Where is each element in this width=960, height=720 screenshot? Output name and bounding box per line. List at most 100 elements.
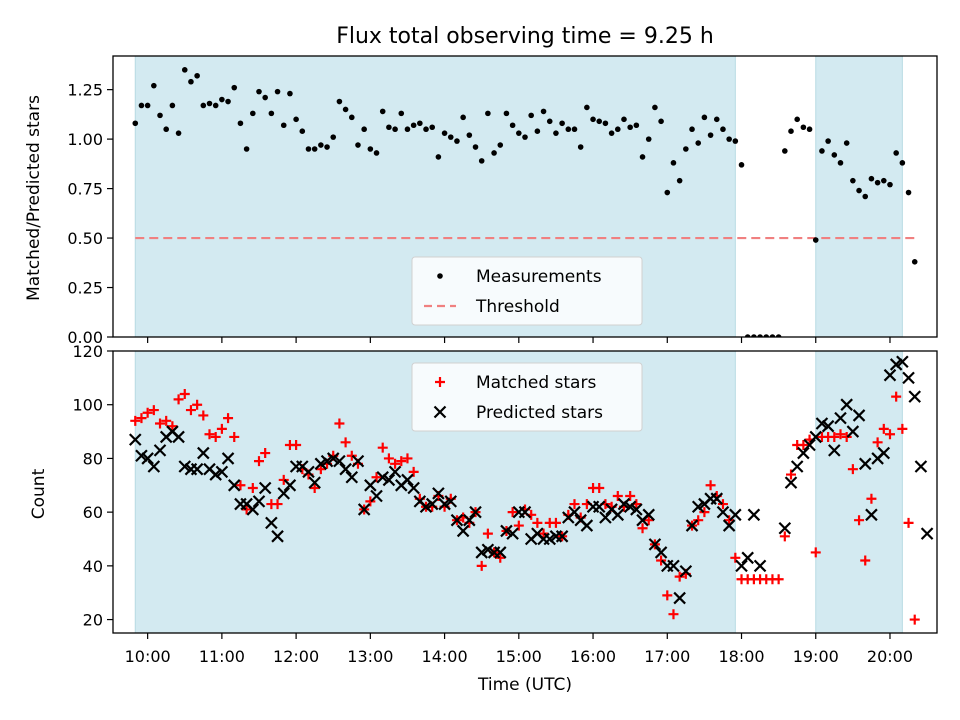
measurements-point (812, 237, 819, 243)
measurements-point (361, 126, 367, 133)
x-tick-label: 20:00 (867, 647, 913, 666)
predicted-stars-point (128, 433, 142, 446)
predicted-stars-point (852, 409, 866, 422)
measurements-point (429, 124, 436, 131)
measurements-point (138, 102, 145, 109)
matched-stars-point (260, 448, 271, 459)
measurements-point (577, 144, 584, 150)
measurements-point (652, 104, 658, 111)
x-tick-label: 15:00 (496, 647, 542, 666)
measurements-point (559, 120, 565, 127)
measurements-point (794, 116, 800, 123)
predicted-stars-point (407, 481, 420, 495)
x-tick-label: 13:00 (347, 647, 393, 666)
predicted-stars-point (673, 591, 686, 605)
matched-stars-point (656, 555, 667, 566)
measurements-point (225, 98, 231, 105)
measurements-point (862, 193, 869, 200)
measurements-point (206, 100, 213, 107)
legend-label: Matched stars (476, 373, 596, 393)
observing-interval-1 (815, 55, 903, 338)
ratio-y-axis-label: Matched/Predicted stars (24, 95, 44, 301)
measurements-point (806, 126, 813, 133)
legend-box (411, 362, 643, 432)
measurements-point (441, 130, 448, 136)
predicted-stars-point (914, 460, 928, 473)
measurements-point (157, 112, 163, 119)
predicted-stars-point (258, 481, 272, 495)
predicted-stars-point (401, 473, 414, 487)
measurements-point (528, 112, 534, 119)
predicted-stars-point (388, 465, 402, 479)
predicted-stars-point (197, 446, 210, 460)
matched-stars-point (507, 507, 518, 518)
matched-stars-point (674, 571, 685, 582)
measurements-point (602, 120, 609, 127)
predicted-stars-point (153, 444, 167, 457)
measurements-point (732, 138, 739, 144)
matched-stars-point (192, 399, 203, 410)
measurements-point (330, 134, 337, 140)
measurements-point (460, 114, 466, 121)
predicted-stars-point (469, 505, 482, 519)
measurements-point (744, 334, 751, 337)
measurements-point (757, 334, 763, 337)
matched-stars-point (872, 437, 883, 448)
predicted-stars-point (221, 452, 235, 465)
measurements-point (188, 78, 194, 85)
measurements-point (769, 334, 776, 337)
x-axis-label: Time (UTC) (477, 675, 572, 695)
measurements-point (293, 116, 299, 123)
matched-stars-point (662, 590, 673, 601)
y-tick-label: 0.00 (67, 328, 103, 347)
measurements-point (509, 122, 516, 129)
measurements-point (212, 102, 219, 109)
predicted-stars-point (277, 487, 291, 500)
predicted-stars-point (425, 497, 439, 511)
y-tick-label: 20 (83, 611, 103, 630)
matched-stars-point (390, 458, 401, 469)
predicted-stars-point (456, 524, 470, 538)
matched-stars-point (841, 431, 852, 442)
predicted-stars-point (382, 473, 396, 487)
measurements-point (738, 162, 745, 168)
y-tick-label: 0.75 (67, 180, 103, 199)
matched-stars-point (878, 423, 889, 434)
predicted-stars-point (747, 508, 761, 522)
legend-box (411, 256, 643, 326)
predicted-stars-point (797, 446, 810, 460)
measurements-legend-marker (437, 273, 443, 279)
measurements-point (627, 124, 633, 131)
x-tick-label: 18:00 (718, 647, 764, 666)
matched-stars-point (495, 552, 506, 563)
measurements-point (280, 122, 287, 129)
matched-stars-point (773, 574, 784, 585)
matched-stars-point (161, 415, 172, 426)
predicted-stars-point (716, 505, 730, 519)
predicted-stars-point (778, 521, 792, 535)
predicted-stars-point (444, 495, 458, 508)
predicted-stars-point (722, 519, 736, 532)
matched-stars-point (835, 429, 846, 440)
predicted-stars-point (568, 505, 581, 519)
chart-title: Flux total observing time = 9.25 h (336, 24, 714, 49)
measurements-point (540, 108, 547, 115)
predicted-stars-point (357, 503, 371, 516)
matched-stars-point (829, 431, 840, 442)
measurements-point (788, 128, 794, 134)
measurements-point (571, 126, 578, 133)
matched-stars-point (538, 528, 549, 539)
measurements-point (546, 118, 553, 125)
x-tick-label: 19:00 (793, 647, 839, 666)
predicted-stars-point (345, 470, 359, 484)
predicted-stars-point (654, 546, 668, 559)
measurements-point (880, 177, 887, 184)
matched-stars-point (891, 391, 902, 402)
count-panel: 20 40 60 80 100 120 10:00 11:00 12:00 13:00 14:00 1… (72, 342, 938, 666)
legend-label: Predicted stars (476, 403, 603, 423)
measurements-point (491, 150, 497, 156)
predicted-stars-point (642, 508, 656, 522)
predicted-stars-point (685, 519, 699, 532)
measurements-point (800, 124, 807, 131)
measurements-point (670, 160, 677, 166)
